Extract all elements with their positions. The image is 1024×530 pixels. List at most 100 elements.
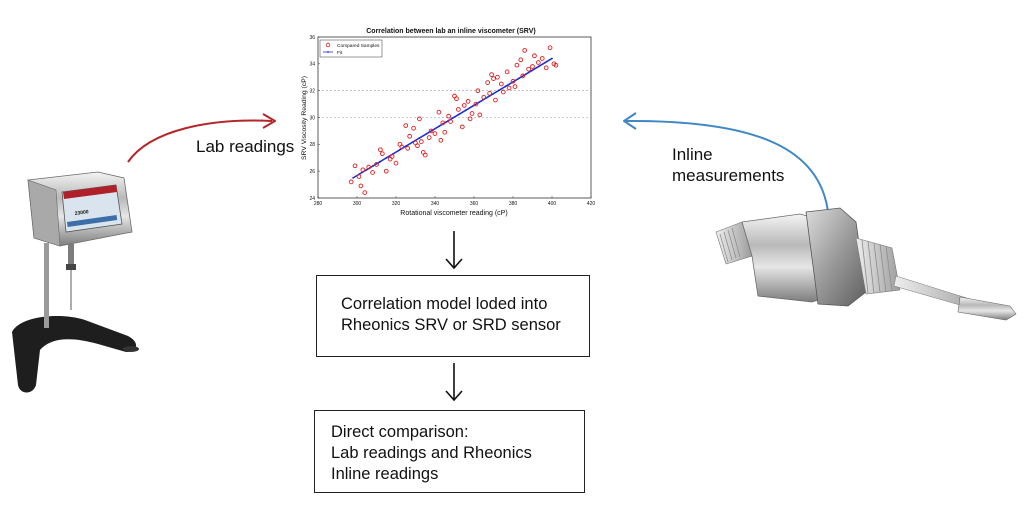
fit-line-marker: [398, 149, 401, 151]
sample-point: [438, 137, 444, 143]
legend-samples-label: Compared Samples: [337, 43, 380, 49]
sample-point: [506, 85, 512, 91]
lab-readings-arrow: [127, 113, 276, 163]
sample-point: [522, 48, 528, 53]
sample-point: [469, 111, 475, 116]
sample-point: [485, 80, 490, 85]
sample-point: [530, 64, 535, 69]
sample-point: [432, 131, 438, 136]
viscometer-screen-value: 23000: [74, 209, 89, 217]
y-axis-ticks: 24 26 28 30 32 34 36: [309, 35, 320, 202]
sample-point: [456, 107, 461, 112]
fit-line-marker: [378, 161, 381, 163]
x-axis-ticks: 280 300 320 340 360 380 400 420: [314, 196, 596, 207]
sample-point: [520, 73, 526, 79]
lab-arrow-head: [262, 113, 276, 129]
sample-point: [477, 112, 483, 118]
sample-point: [543, 65, 549, 71]
fit-line-marker: [418, 137, 421, 139]
x-tick-label: 340: [431, 201, 440, 207]
sample-point: [487, 90, 492, 96]
y-tick-label: 32: [309, 88, 315, 94]
sample-point: [419, 139, 424, 144]
sample-point: [539, 56, 545, 61]
down-arrow-2: [445, 363, 463, 402]
sample-point: [362, 190, 368, 195]
sample-point: [405, 146, 411, 151]
viscometer-rod: [44, 243, 49, 328]
viscometer-screen-header: [63, 185, 117, 199]
y-tick-label: 26: [309, 169, 315, 175]
sample-point: [366, 164, 372, 170]
correlation-chart: Correlation between lab an inline viscom…: [301, 28, 595, 217]
sample-point: [498, 81, 504, 87]
lab-arrow-curve: [127, 119, 273, 163]
x-tick-label: 420: [587, 201, 596, 207]
sample-point: [454, 96, 459, 102]
viscometer-base: [12, 316, 137, 393]
legend-fit-label: Fit: [337, 50, 343, 56]
sample-point: [389, 154, 395, 159]
sample-point: [467, 116, 473, 122]
sample-point: [514, 62, 520, 68]
viscometer-screen-buttons: [67, 215, 118, 227]
sample-point: [459, 124, 465, 130]
x-axis-label: Rotational viscometer reading (cP): [400, 210, 507, 217]
compare-box-line2: Lab readings and Rheonics: [331, 444, 532, 462]
sample-point: [553, 62, 559, 68]
sample-point: [417, 116, 422, 122]
sample-point: [380, 151, 385, 157]
y-tick-label: 30: [309, 115, 315, 121]
sample-point: [491, 76, 496, 81]
fit-line-marker: [451, 117, 454, 120]
inline-measurements-label: Inline measurements: [672, 144, 784, 186]
y-tick-label: 34: [309, 62, 315, 68]
inline-arrow-curve: [625, 119, 829, 213]
fit-line-marker: [517, 77, 520, 80]
viscometer-side: [27, 179, 61, 247]
fit-line-marker: [425, 133, 427, 135]
sample-point: [448, 119, 453, 124]
x-tick-label: 280: [314, 201, 323, 207]
sample-point: [370, 170, 375, 175]
sensor-threads: [861, 239, 893, 294]
sample-point: [440, 120, 446, 126]
sample-point: [393, 160, 399, 166]
sample-point: [415, 143, 420, 149]
sample-point: [500, 89, 506, 95]
sample-point: [475, 88, 481, 94]
viscometer-spindle-housing: [68, 244, 74, 266]
sample-point: [358, 183, 364, 189]
fit-line-marker: [531, 69, 534, 72]
sample-point: [407, 133, 412, 139]
fit-line-marker: [471, 105, 474, 108]
sample-point: [512, 84, 518, 89]
fit-line-marker: [385, 157, 388, 159]
fit-line-marker: [537, 65, 540, 68]
sample-point: [461, 103, 467, 108]
fit-line-marker: [445, 121, 447, 124]
inline-label-line1: Inline: [672, 145, 713, 164]
sample-point: [352, 163, 358, 169]
sample-point: [378, 147, 383, 153]
down-arrow-1: [445, 231, 463, 270]
sample-point: [348, 179, 354, 185]
sample-point: [532, 53, 537, 59]
sample-point: [426, 135, 432, 140]
sample-point: [504, 69, 510, 75]
sample-point: [403, 123, 409, 128]
y-tick-label: 28: [309, 142, 315, 148]
sample-point: [493, 97, 498, 103]
sample-point: [411, 125, 416, 131]
chart-legend: Compared Samples Fit: [319, 39, 383, 58]
legend-box: [319, 39, 383, 58]
sample-point: [518, 57, 524, 63]
fit-line-marker: [478, 101, 480, 104]
fit-line-marker: [504, 85, 507, 88]
y-tick-label: 36: [309, 35, 315, 41]
fit-line-marker: [544, 61, 547, 64]
sample-point: [526, 66, 531, 72]
viscometer-foot: [123, 346, 139, 352]
sensor-connector-threads: [719, 227, 741, 263]
sample-point: [481, 95, 487, 100]
